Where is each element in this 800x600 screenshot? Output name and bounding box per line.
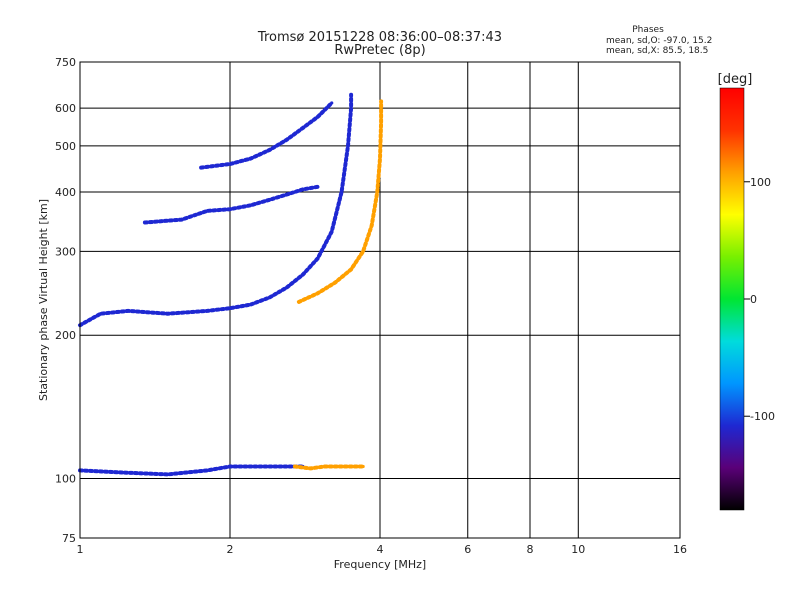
- y-tick-label: 400: [55, 186, 76, 199]
- plot-frame: [79, 61, 681, 539]
- echo-point: [323, 464, 327, 469]
- chart-title-line1: Tromsø 20151228 08:36:00–08:37:43: [257, 30, 502, 45]
- echo-point: [346, 144, 350, 148]
- echo-point: [349, 106, 353, 110]
- echo-point: [99, 312, 103, 316]
- colorbar-ticks: 100 0 -100: [744, 176, 775, 423]
- y-tick-label: 600: [55, 102, 76, 115]
- echo-point: [228, 162, 232, 166]
- x-tick-label: 6: [464, 543, 471, 556]
- echo-point: [143, 220, 147, 225]
- echo-point: [370, 223, 374, 228]
- echo-trace: [292, 464, 366, 471]
- echo-point: [205, 309, 209, 313]
- x-tick-label: 8: [527, 543, 534, 556]
- echo-trace: [199, 101, 334, 170]
- echo-point: [301, 187, 305, 191]
- echo-point: [249, 157, 253, 161]
- echo-point: [228, 306, 232, 310]
- echo-point: [349, 267, 353, 272]
- colorbar-tick-label: 100: [750, 176, 771, 189]
- echo-point: [340, 190, 344, 194]
- echo-point: [285, 464, 289, 469]
- x-tick-label: 4: [377, 543, 384, 556]
- echo-point: [249, 302, 253, 307]
- echo-point: [301, 273, 305, 277]
- y-axis-ticks: 75 100 200 300 400 500 600 750: [55, 56, 76, 545]
- echo-trace: [296, 99, 384, 304]
- echo-point: [316, 256, 320, 261]
- echo-point: [205, 209, 209, 213]
- echo-point: [267, 148, 272, 152]
- echo-point: [375, 190, 379, 194]
- echo-point: [308, 466, 313, 471]
- y-tick-label: 200: [55, 329, 76, 342]
- echo-point: [293, 464, 297, 469]
- echo-point: [330, 101, 334, 105]
- echo-point: [316, 291, 320, 295]
- echo-point: [258, 464, 262, 469]
- x-tick-label: 16: [673, 543, 687, 556]
- echo-point: [228, 464, 232, 469]
- stats-o-mode: mean, sd,O: -97.0, 15.2: [606, 36, 712, 46]
- y-tick-label: 500: [55, 140, 76, 153]
- echo-point: [349, 93, 353, 97]
- x-axis-ticks: 1 2 4 6 8 10 16: [77, 543, 688, 556]
- echo-point: [361, 464, 365, 469]
- echo-point: [378, 157, 382, 161]
- echo-point: [267, 295, 272, 300]
- echo-point: [249, 203, 253, 207]
- y-tick-label: 100: [55, 473, 76, 486]
- echo-point: [316, 115, 320, 119]
- colorbar-tick-label: 0: [750, 293, 757, 306]
- echo-point: [267, 198, 272, 202]
- echo-point: [379, 120, 383, 124]
- echo-point: [117, 470, 122, 475]
- echo-point: [205, 468, 209, 473]
- echo-point: [285, 138, 289, 142]
- echo-point: [285, 285, 289, 290]
- echo-point: [228, 207, 232, 211]
- colorbar-label: [deg]: [718, 72, 753, 87]
- echo-point: [166, 312, 170, 316]
- echo-trace: [78, 92, 354, 328]
- x-axis-label: Frequency [MHz]: [334, 558, 426, 571]
- y-tick-label: 75: [62, 532, 76, 545]
- echo-point: [343, 464, 347, 469]
- echo-point: [333, 280, 337, 285]
- echo-point: [199, 166, 203, 170]
- echo-point: [330, 230, 334, 234]
- echo-point: [316, 185, 320, 189]
- echo-trace: [78, 464, 305, 477]
- colorbar-tick-label: -100: [750, 410, 775, 423]
- echo-traces: [78, 92, 384, 477]
- y-tick-label: 750: [55, 56, 76, 69]
- echo-point: [166, 472, 170, 477]
- colorbar: [719, 87, 745, 511]
- echo-point: [285, 192, 289, 197]
- stats-heading: Phases: [632, 25, 664, 35]
- echo-point: [379, 99, 383, 103]
- stats-x-mode: mean, sd,X: 85.5, 18.5: [606, 46, 708, 56]
- x-tick-label: 1: [77, 543, 84, 556]
- echo-point: [297, 300, 301, 304]
- y-tick-label: 300: [55, 245, 76, 258]
- echo-point: [301, 126, 305, 130]
- echo-point: [126, 309, 130, 313]
- echo-point: [361, 249, 365, 254]
- echo-point: [180, 217, 184, 222]
- x-tick-label: 10: [571, 543, 585, 556]
- x-tick-label: 2: [227, 543, 234, 556]
- y-axis-label: Stationary phase Virtual Height [km]: [37, 199, 50, 401]
- chart-title-line2: RwPretec (8p): [334, 43, 425, 58]
